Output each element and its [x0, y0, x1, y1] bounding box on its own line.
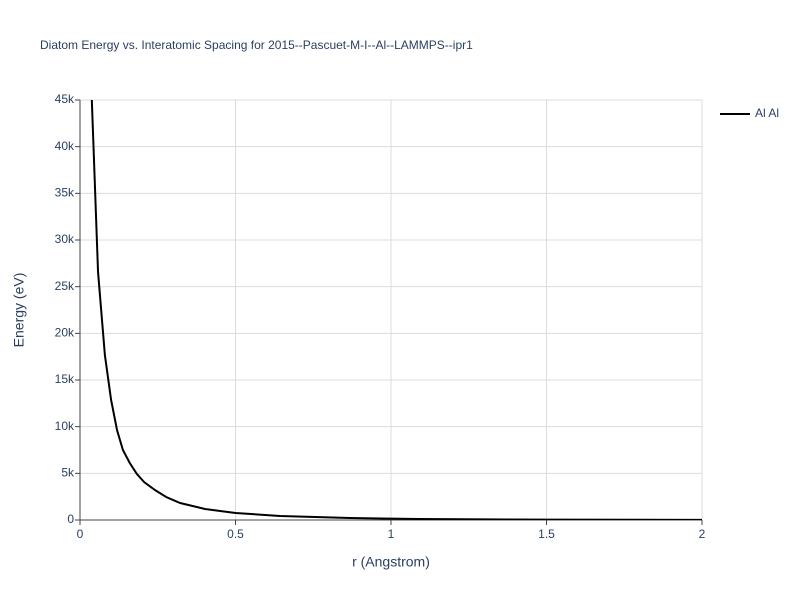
y-tick-label: 5k — [61, 466, 75, 480]
chart-title: Diatom Energy vs. Interatomic Spacing fo… — [40, 38, 473, 52]
legend-label: Al Al — [755, 106, 779, 120]
x-tick-label: 0 — [77, 527, 84, 541]
y-tick-label: 25k — [55, 279, 75, 293]
x-tick-label: 1 — [388, 527, 395, 541]
y-axis-label: Energy (eV) — [11, 273, 27, 348]
y-tick-label: 30k — [55, 232, 75, 246]
x-tick-label: 1.5 — [538, 527, 555, 541]
y-tick-label: 20k — [55, 326, 75, 340]
x-tick-label: 2 — [699, 527, 706, 541]
x-axis-label: r (Angstrom) — [352, 554, 430, 570]
y-tick-label: 45k — [55, 92, 75, 106]
data-line — [90, 100, 702, 520]
y-tick-label: 40k — [55, 139, 75, 153]
y-tick-label: 35k — [55, 186, 75, 200]
plot-area — [90, 100, 702, 520]
x-tick-label: 0.5 — [227, 527, 244, 541]
y-tick-label: 10k — [55, 419, 75, 433]
y-tick-label: 0 — [67, 512, 74, 526]
y-tick-label: 15k — [55, 372, 75, 386]
